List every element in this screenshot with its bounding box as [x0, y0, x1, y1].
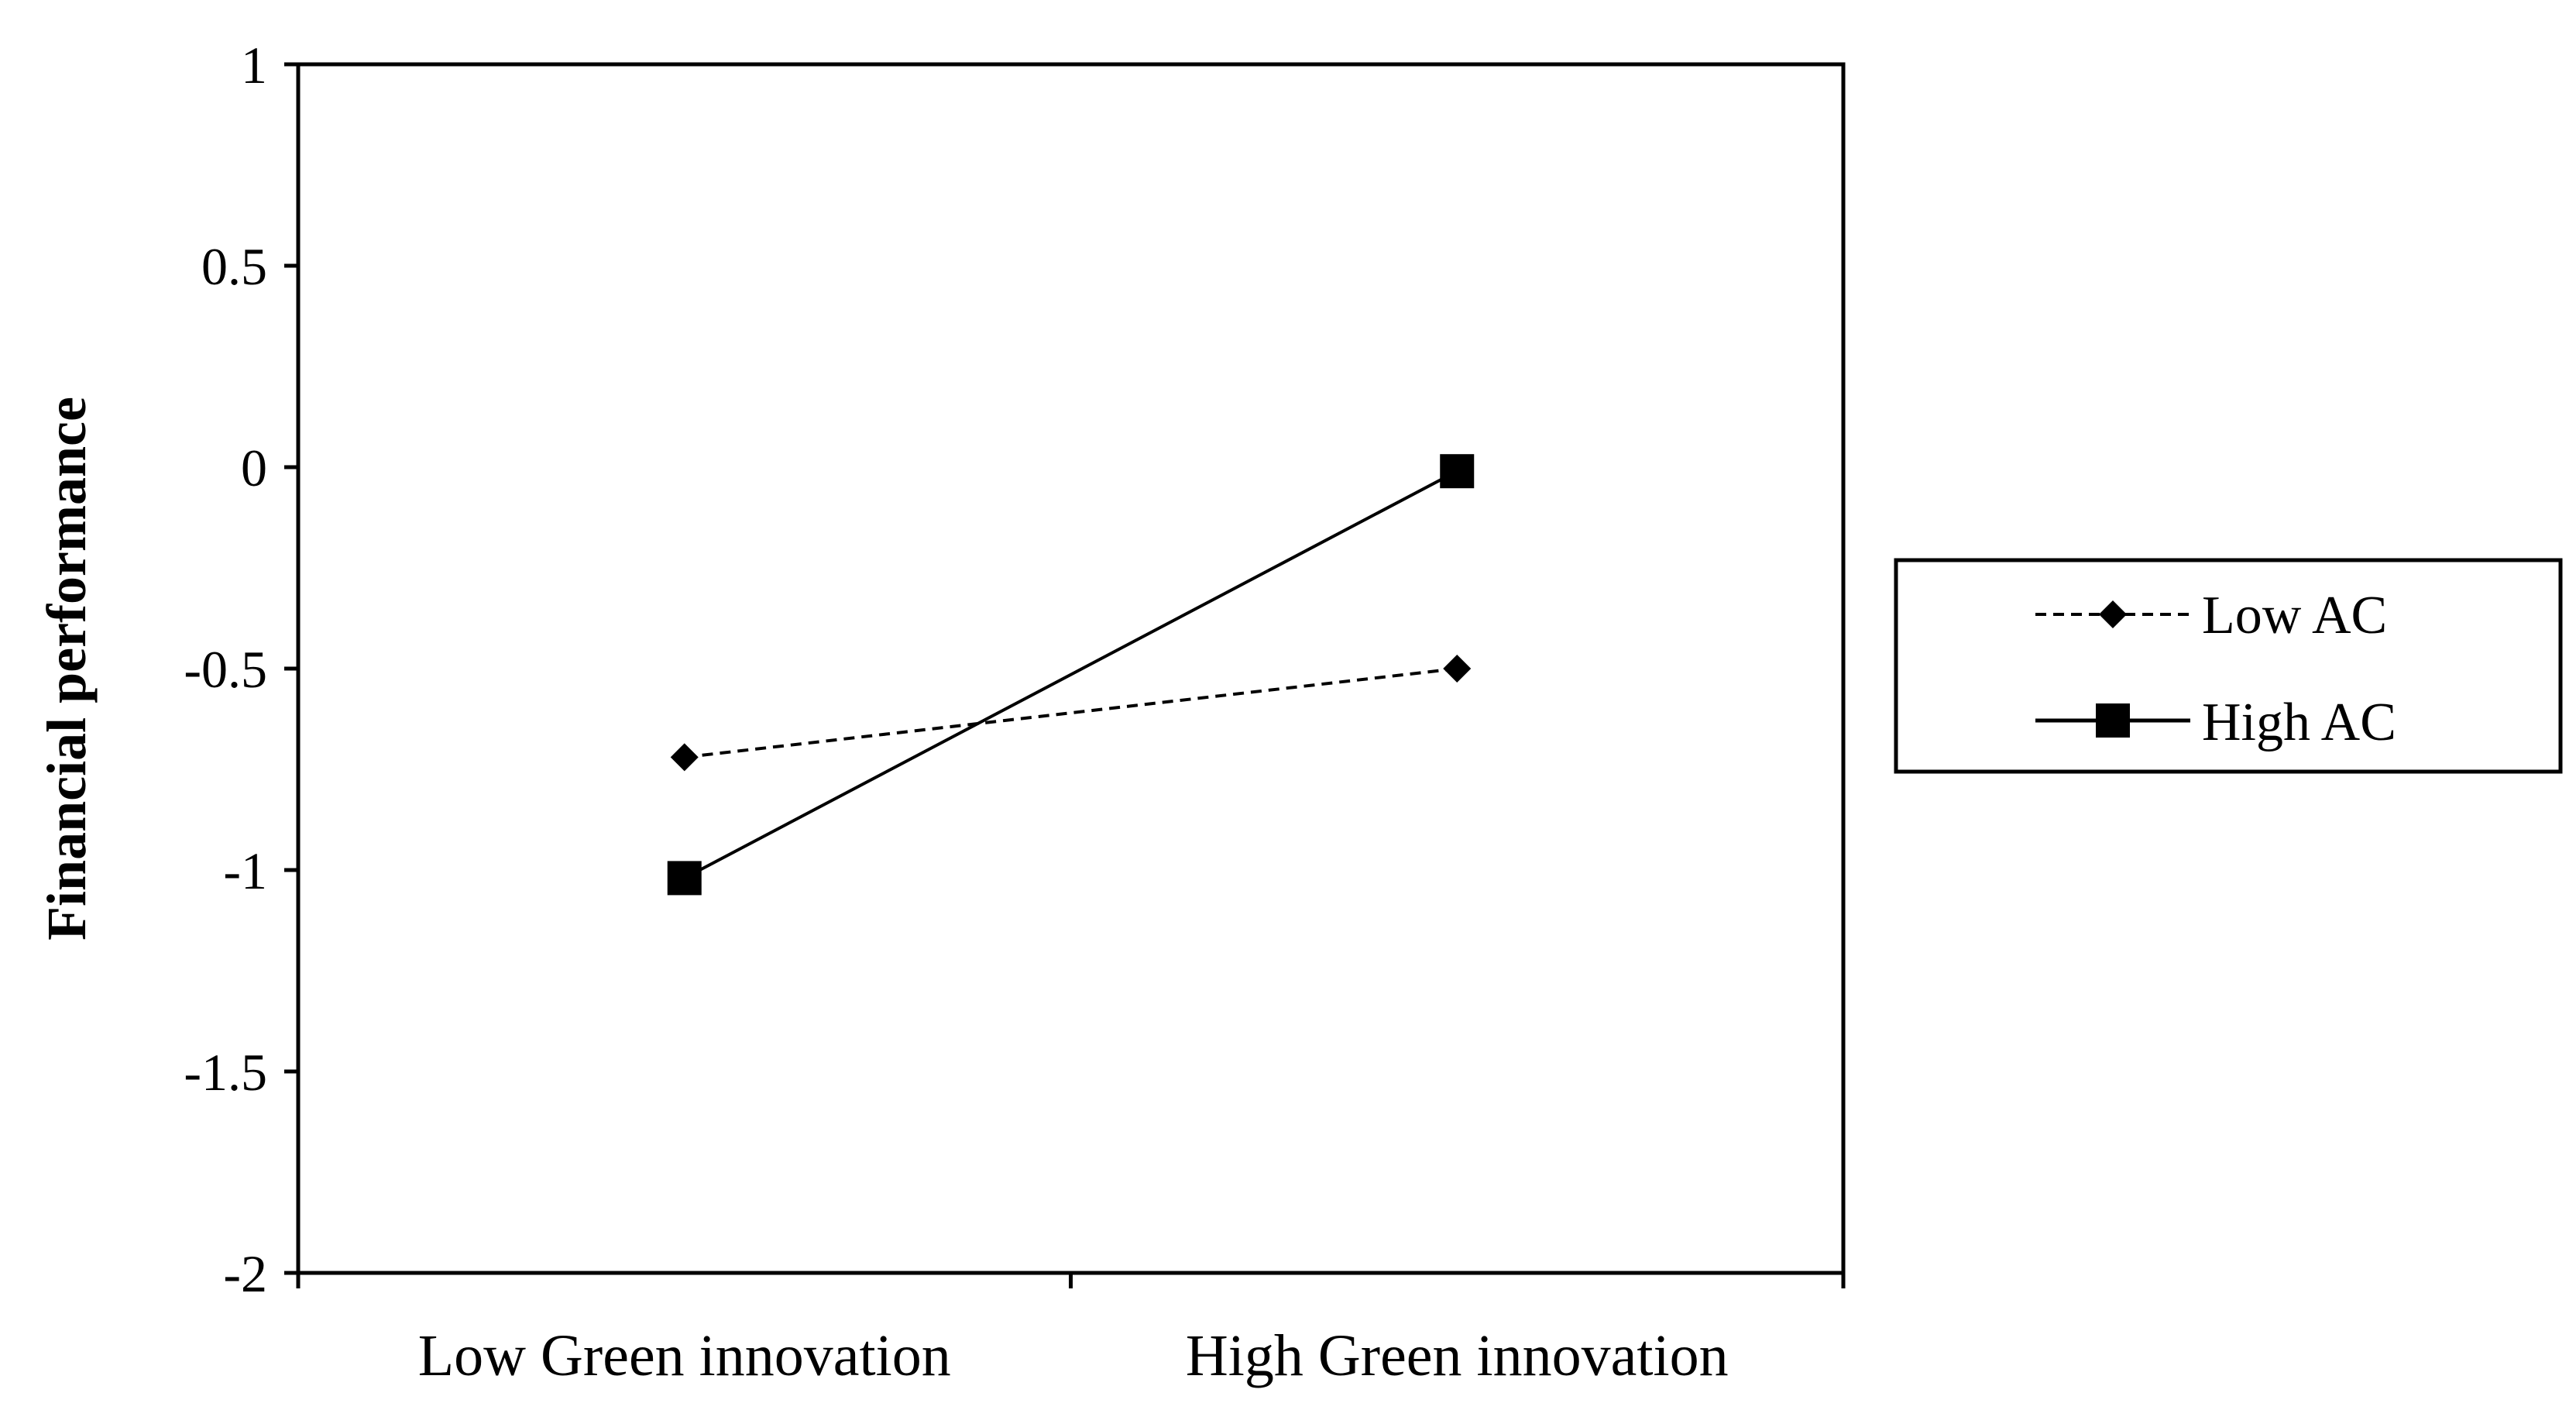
series-line-high-ac: [683, 469, 1458, 880]
legend-marker-high-ac: [2096, 703, 2130, 738]
data-point-high-ac: [1440, 454, 1475, 489]
legend-box: [1894, 558, 2563, 774]
y-tick-label: -1.5: [184, 1043, 267, 1102]
y-tick-label: -0.5: [184, 640, 267, 699]
data-point-high-ac: [667, 861, 702, 896]
y-tick-label: -1: [223, 841, 267, 900]
series-layer: [667, 454, 1475, 896]
x-axis-ticks: Low Green innovation High Green innovatio…: [296, 1273, 1846, 1388]
y-axis-title: Financial performance: [36, 397, 98, 941]
plot-area: [296, 62, 1846, 1275]
legend: Low AC High AC: [1894, 558, 2563, 774]
legend-label-low-ac: Low AC: [2202, 586, 2387, 645]
x-category-label: Low Green innovation: [418, 1323, 951, 1388]
y-axis-ticks: 1 0.5 0 -0.5 -1 -1.5 -2: [184, 36, 298, 1303]
legend-marker-low-ac: [2099, 600, 2127, 628]
y-tick-label: -2: [223, 1244, 267, 1303]
x-category-label: High Green innovation: [1186, 1323, 1729, 1388]
series-line-low-ac: [684, 667, 1458, 759]
legend-label-high-ac: High AC: [2202, 693, 2396, 752]
y-tick-label: 0.5: [201, 237, 267, 296]
y-tick-label: 0: [241, 439, 267, 497]
data-point-low-ac: [1443, 655, 1472, 683]
y-tick-label: 1: [241, 36, 267, 95]
data-point-low-ac: [670, 743, 699, 772]
